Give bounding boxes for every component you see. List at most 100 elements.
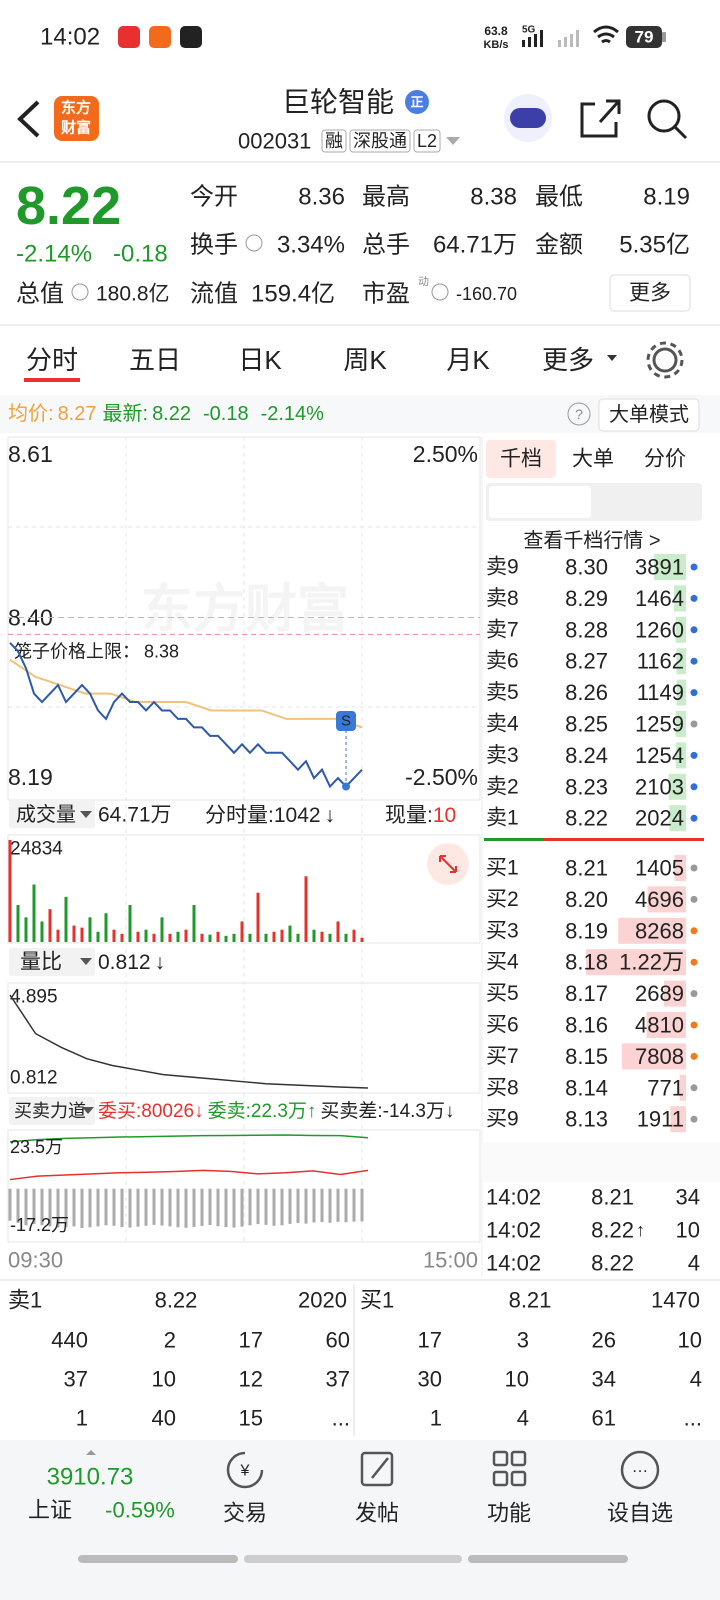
indicator-label: 量比	[20, 951, 62, 974]
diff-label: 买卖差:	[320, 1100, 382, 1122]
tab[interactable]: 更多	[542, 345, 594, 375]
volume-bar	[288, 925, 292, 942]
divider	[0, 324, 720, 326]
indicator-button[interactable]	[9, 800, 95, 828]
clock: 14:02	[40, 24, 100, 51]
volume-bar	[618, 917, 686, 944]
book-price: 8.15	[565, 1044, 608, 1069]
diff-bar	[352, 1188, 356, 1222]
help-button[interactable]	[567, 402, 591, 426]
volume-bar	[670, 1106, 686, 1133]
volume-bar	[176, 931, 180, 942]
volume-bar	[663, 980, 686, 1007]
info-icon[interactable]	[245, 234, 263, 252]
tab[interactable]: 日K	[238, 345, 282, 375]
field-value: 8.38	[470, 184, 517, 211]
app-icon	[118, 26, 140, 48]
book-dot	[690, 958, 698, 966]
tab[interactable]: 月K	[446, 345, 490, 375]
book-dot	[690, 927, 698, 935]
nav-label[interactable]: 功能	[487, 1501, 531, 1526]
book-price: 8.29	[565, 586, 608, 611]
volume-bar	[16, 905, 20, 942]
last-price: 8.22	[16, 176, 121, 236]
order-size: 61	[592, 1406, 616, 1431]
book-label: 卖8	[486, 587, 519, 610]
book-price: 8.21	[565, 856, 608, 881]
more-button[interactable]	[609, 274, 691, 312]
book-dot	[690, 563, 698, 571]
book-volume: 2689	[635, 981, 684, 1006]
book-price: 8.14	[565, 1075, 608, 1100]
diff-bar	[208, 1188, 212, 1226]
tab[interactable]: 分时	[26, 345, 78, 375]
settings-button[interactable]	[652, 347, 678, 373]
volume-bar	[669, 805, 686, 832]
book-price: 8.19	[565, 918, 608, 943]
volume-bar	[646, 1012, 686, 1038]
y-tick-label: 8.19	[8, 764, 53, 790]
search-button[interactable]	[647, 99, 681, 133]
volume-bar	[40, 921, 44, 942]
order-size: 3	[517, 1328, 529, 1353]
volume-bar	[344, 933, 348, 942]
mode-button[interactable]	[598, 398, 700, 432]
panel-tab[interactable]: 大单	[572, 448, 614, 471]
book-label: 买3	[486, 919, 519, 942]
book-dot	[690, 751, 698, 759]
tab[interactable]: 周K	[343, 345, 387, 375]
tag-box	[349, 129, 411, 153]
stock-name: 巨轮智能	[282, 87, 394, 118]
diff-bar	[120, 1188, 124, 1228]
panel-tab[interactable]: 千档	[500, 448, 542, 471]
book-label: 买4	[486, 951, 519, 974]
field-value: 64.71万	[433, 232, 517, 259]
minute-volume: 分时量:1042 ↓	[205, 804, 335, 827]
trade-price: 8.22	[591, 1251, 634, 1276]
volume-bar	[208, 934, 212, 942]
avg-line	[9, 658, 363, 729]
book-label: 卖4	[486, 713, 519, 736]
logo-text: 东方	[61, 99, 91, 117]
info-icon[interactable]	[431, 283, 449, 301]
back-button[interactable]	[17, 100, 40, 138]
book-price: 8.25	[565, 712, 608, 737]
nav-label[interactable]: 设自选	[607, 1501, 673, 1526]
diff-bar	[336, 1188, 340, 1222]
volume-bar	[96, 931, 100, 942]
nav-icon-glyph: ¥	[240, 1463, 250, 1480]
volume-bar	[668, 773, 686, 800]
diff-bar	[328, 1188, 332, 1223]
book-label: 买8	[486, 1076, 519, 1099]
indicator-label: 买卖力道	[14, 1101, 86, 1121]
nav-label[interactable]: 交易	[223, 1501, 267, 1526]
book-dot	[690, 814, 698, 822]
volume-bar	[675, 742, 686, 769]
diff-bar	[344, 1188, 348, 1223]
field-label: 流值	[190, 281, 238, 308]
share-button[interactable]	[580, 99, 621, 138]
book-price: 8.27	[565, 649, 608, 674]
mode-active[interactable]	[489, 486, 591, 518]
indicator-button[interactable]	[9, 948, 95, 976]
change-pct: -2.14%	[16, 241, 92, 268]
panel-tab-active[interactable]	[486, 440, 556, 478]
index-value[interactable]: 3910.73	[47, 1464, 134, 1491]
book-price: 8.22	[565, 806, 608, 831]
level1-price: 8.22	[155, 1288, 198, 1313]
volume-bar	[112, 929, 116, 942]
strength-line	[9, 1134, 369, 1143]
minute-label: 分时量:	[205, 804, 274, 827]
diff-bar	[288, 1188, 292, 1224]
marker-box[interactable]	[336, 711, 356, 731]
depth-link[interactable]: 查看千档行情 >	[523, 529, 660, 552]
indicator-button[interactable]	[9, 1097, 95, 1125]
ask-arrow: ↑	[307, 1101, 317, 1122]
tab[interactable]: 五日	[129, 345, 181, 375]
panel-tab[interactable]: 分价	[644, 448, 686, 471]
info-icon[interactable]	[71, 283, 89, 301]
order-size: 17	[418, 1328, 442, 1353]
nav-label[interactable]: 发帖	[355, 1501, 399, 1526]
logo[interactable]	[54, 96, 99, 141]
field-label: 最低	[535, 184, 583, 211]
